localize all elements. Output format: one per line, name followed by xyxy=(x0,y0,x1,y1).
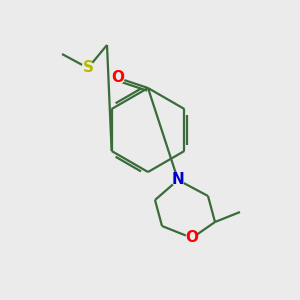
Circle shape xyxy=(172,174,184,186)
Text: S: S xyxy=(82,61,94,76)
Text: N: N xyxy=(172,172,184,188)
Circle shape xyxy=(186,232,198,244)
Text: O: O xyxy=(112,70,124,86)
Text: O: O xyxy=(185,230,199,245)
Circle shape xyxy=(112,72,124,84)
Circle shape xyxy=(82,62,94,74)
